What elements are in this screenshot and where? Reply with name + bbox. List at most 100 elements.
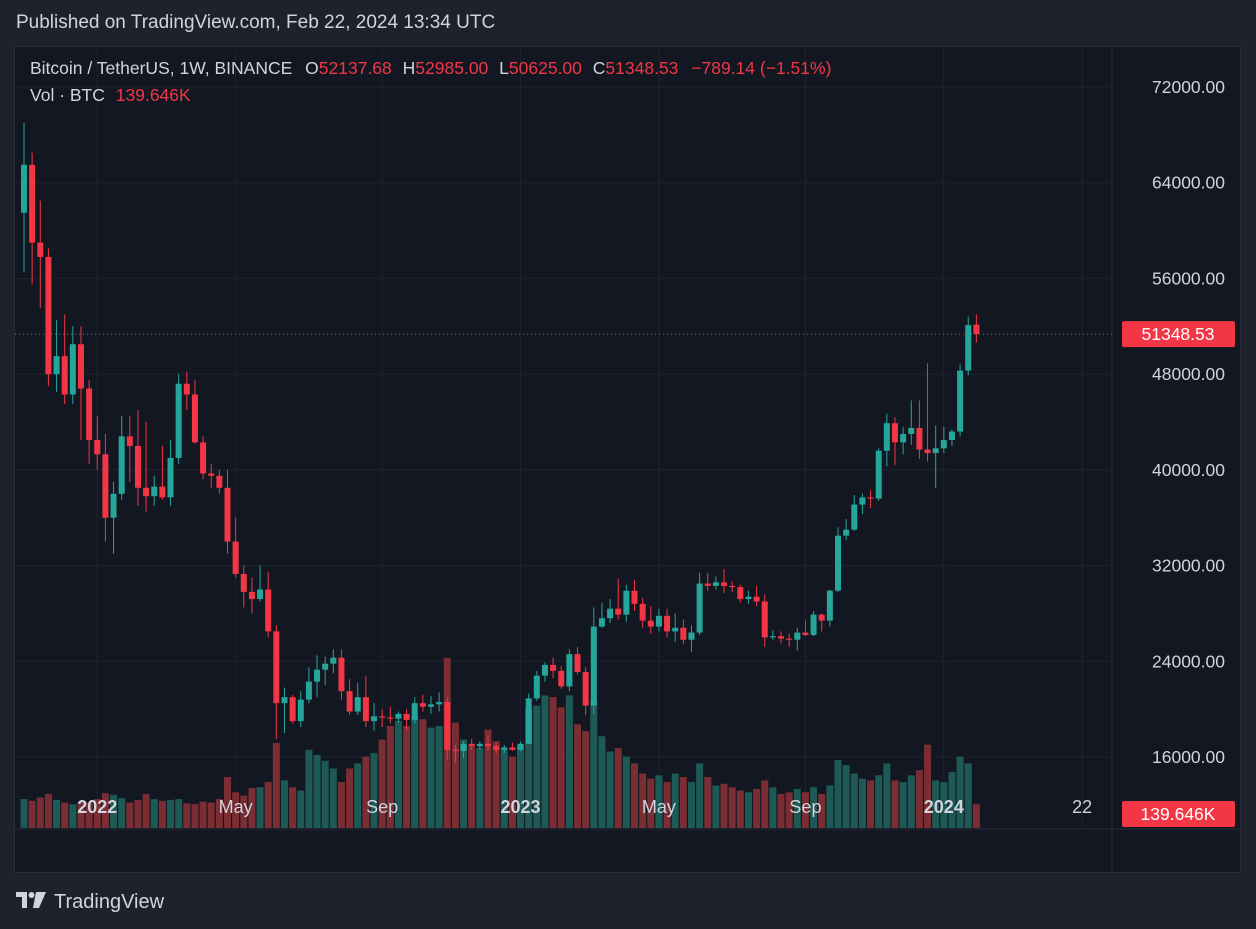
volume-bar	[183, 803, 191, 828]
candle	[940, 426, 947, 454]
volume-bar	[126, 802, 134, 828]
candle	[810, 611, 817, 637]
volume-bar	[305, 749, 313, 828]
candle	[281, 687, 288, 734]
candle	[859, 493, 866, 515]
candle-body	[721, 582, 728, 586]
candle-body	[86, 388, 93, 440]
volume-bar	[468, 746, 476, 828]
candle	[151, 475, 158, 506]
candle	[501, 745, 508, 754]
candle	[647, 606, 654, 634]
volume-bar	[321, 760, 329, 828]
volume-bar	[940, 782, 948, 828]
candle-body	[859, 497, 866, 505]
volume-bar	[272, 743, 280, 828]
candle	[102, 433, 109, 542]
candle-body	[891, 423, 898, 443]
candle-body	[428, 704, 434, 707]
volume-bar	[451, 722, 459, 828]
candle	[761, 594, 768, 647]
volume-bar	[818, 794, 826, 828]
candle	[419, 694, 426, 712]
volume-bar	[215, 799, 223, 828]
candle	[835, 527, 841, 592]
candle	[574, 646, 581, 675]
close-label: C	[592, 58, 606, 78]
volume-bar	[329, 768, 337, 828]
volume-bar	[541, 695, 549, 828]
tradingview-brand[interactable]: TradingView	[54, 890, 165, 913]
candle-body	[973, 324, 980, 335]
candle-body	[200, 442, 207, 474]
volume-bar	[370, 753, 378, 828]
volume-bar	[53, 799, 61, 828]
candle-body	[273, 631, 280, 704]
price-tick-label: 24000.00	[1152, 651, 1225, 671]
candle	[598, 602, 605, 628]
candle	[175, 374, 182, 464]
volume-bar	[508, 756, 516, 828]
candle	[900, 426, 907, 455]
candle	[338, 649, 345, 700]
candle-body	[183, 383, 190, 395]
volume-bar	[557, 707, 565, 828]
candle	[371, 703, 378, 731]
volume-bar	[533, 705, 541, 828]
candle-body	[493, 746, 500, 750]
candle	[550, 657, 557, 679]
candle	[794, 627, 801, 651]
candle-body	[769, 636, 776, 638]
volume-bar	[484, 729, 492, 828]
candle-body	[607, 608, 614, 619]
candle-body	[468, 743, 475, 747]
candle	[680, 619, 687, 645]
candle-body	[615, 608, 622, 615]
candle-body	[110, 493, 117, 518]
volume-bar	[614, 748, 622, 828]
candle	[875, 448, 882, 501]
volume-bar	[582, 731, 590, 828]
candle-body	[818, 614, 825, 621]
candlestick-chart[interactable]: 72000.00 64000.00 56000.00 48000.00 40000.00…	[15, 47, 1240, 872]
candle	[354, 682, 361, 716]
candle	[851, 494, 858, 531]
candle-body	[655, 615, 662, 627]
candle-body	[53, 356, 60, 375]
time-tick-label: May	[642, 797, 676, 817]
open-label: O	[305, 58, 319, 78]
candle	[932, 425, 939, 488]
price-tick-label: 48000.00	[1152, 364, 1225, 384]
volume-bar	[736, 790, 744, 828]
volume-bar	[517, 744, 525, 828]
candle-body	[240, 573, 247, 592]
candle	[460, 741, 467, 759]
symbol-title[interactable]: Bitcoin / TetherUS, 1W, BINANCE	[30, 58, 293, 78]
chart-pane[interactable]	[14, 46, 1241, 873]
volume-bar	[891, 780, 899, 828]
volume-bar	[744, 792, 752, 828]
volume-bar	[867, 780, 875, 828]
candle-body	[167, 457, 174, 498]
candle	[615, 578, 622, 620]
volume-label[interactable]: Vol · BTC	[30, 85, 105, 105]
candle-body	[354, 697, 361, 712]
candle-body	[664, 615, 671, 632]
low-label: L	[499, 58, 509, 78]
candle-body	[224, 487, 231, 542]
price-tick-label: 32000.00	[1152, 556, 1225, 576]
candle-body	[476, 743, 483, 747]
candle	[826, 589, 833, 627]
candle	[582, 667, 589, 716]
candle-body	[419, 703, 426, 707]
candle-body	[957, 370, 964, 432]
candle-body	[322, 663, 329, 670]
candle	[395, 711, 402, 723]
candle-body	[118, 436, 125, 494]
candle-body	[37, 242, 44, 257]
volume-bar	[297, 790, 305, 828]
candle-body	[216, 475, 223, 488]
volume-bar	[834, 760, 842, 828]
candle	[957, 364, 964, 437]
candle	[94, 416, 101, 470]
